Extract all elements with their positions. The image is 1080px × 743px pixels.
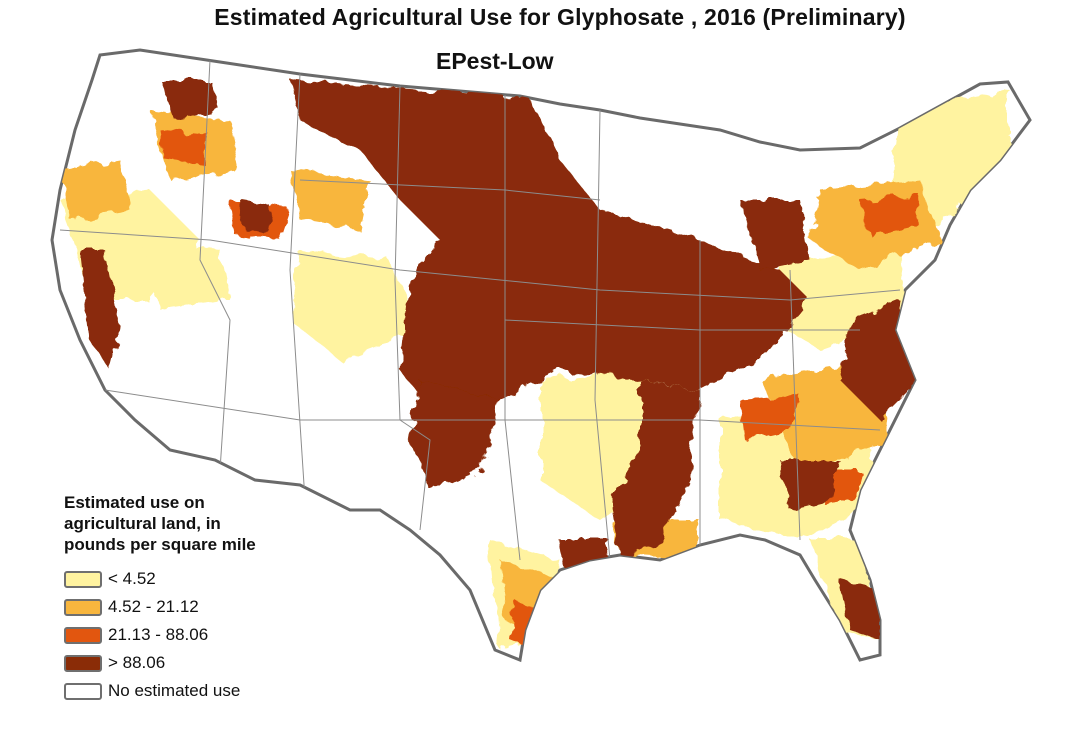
legend-label: No estimated use <box>108 681 241 700</box>
legend-label: 4.52 - 21.12 <box>108 597 199 616</box>
legend-label: > 88.06 <box>108 653 166 672</box>
legend-swatch-low <box>64 570 102 588</box>
legend-item-very-high: > 88.06 <box>64 649 364 677</box>
legend-item-low: < 4.52 <box>64 565 364 593</box>
legend-title-line: Estimated use on <box>64 493 205 512</box>
legend-title: Estimated use on agricultural land, in p… <box>64 492 364 555</box>
legend-swatch-very-high <box>64 654 102 672</box>
map-legend: Estimated use on agricultural land, in p… <box>64 492 364 705</box>
legend-swatch-none <box>64 682 102 700</box>
legend-label: 21.13 - 88.06 <box>108 625 209 644</box>
legend-swatch-high <box>64 626 102 644</box>
legend-label: < 4.52 <box>108 569 156 588</box>
state-boundaries <box>59 59 901 561</box>
legend-item-medium: 4.52 - 21.12 <box>64 593 364 621</box>
legend-item-high: 21.13 - 88.06 <box>64 621 364 649</box>
map-subtitle: EPest-Low <box>436 48 554 74</box>
legend-swatch-medium <box>64 598 102 616</box>
usage-patches <box>60 80 1010 650</box>
legend-item-none: No estimated use <box>64 677 364 705</box>
map-title: Estimated Agricultural Use for Glyphosat… <box>214 4 906 30</box>
legend-title-line: agricultural land, in <box>64 514 221 533</box>
legend-title-line: pounds per square mile <box>64 535 256 554</box>
